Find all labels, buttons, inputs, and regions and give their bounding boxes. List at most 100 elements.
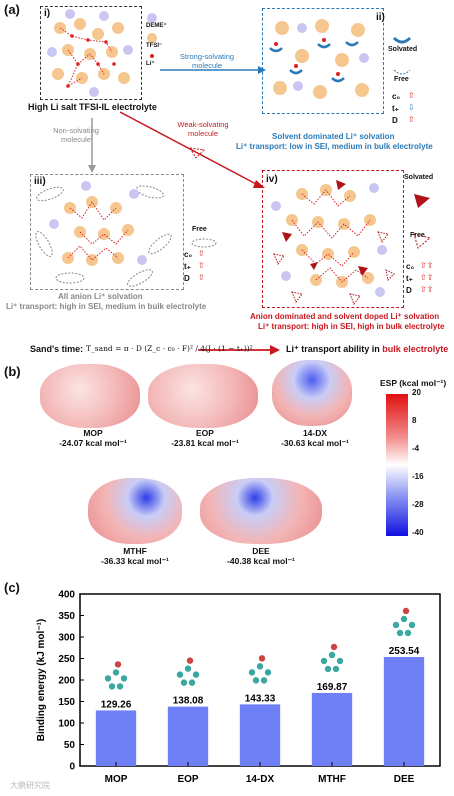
y-tick-label: 100 xyxy=(58,719,75,730)
bar-mop xyxy=(95,710,137,766)
y-tick-label: 200 xyxy=(58,676,75,687)
y-tick-label: 0 xyxy=(69,762,75,773)
box-i-illustration xyxy=(47,9,133,97)
up-arrow-icon: ⇧⇧ xyxy=(420,261,434,270)
box-ii-legend-solvated: Solvated xyxy=(388,46,418,53)
box-ii-legend-free: Free xyxy=(394,76,409,83)
box-iii-prop-d: D xyxy=(184,274,190,283)
y-tick-label: 400 xyxy=(58,590,75,601)
bar-value-label: 169.87 xyxy=(317,682,348,693)
esp-label-14dx: 14-DX -30.63 kcal mol⁻¹ xyxy=(281,428,349,448)
arrow-weak-label: Weak-solvating molecule xyxy=(177,120,229,138)
colorbar-tick: 8 xyxy=(412,416,417,425)
esp-map-mop xyxy=(40,364,140,428)
x-tick-label: 14-DX xyxy=(246,774,275,785)
box-iv-tag: iv) xyxy=(266,174,278,185)
colorbar-tick: -16 xyxy=(412,472,424,481)
colorbar-tick: -40 xyxy=(412,528,424,537)
bar-eop xyxy=(167,706,209,766)
up-arrow-icon: ⇧ xyxy=(408,115,415,124)
box-ii-title: Solvent dominated Li⁺ solvation xyxy=(272,132,395,141)
esp-label-mop: MOP -24.07 kcal mol⁻¹ xyxy=(59,428,127,448)
box-iii-free-icon xyxy=(191,238,217,248)
x-tick-label: DEE xyxy=(394,774,415,785)
colorbar-title: ESP (kcal mol⁻¹) xyxy=(380,378,447,388)
up-arrow-icon: ⇧ xyxy=(198,249,205,258)
box-ii-transport: Li⁺ transport: low in SEI, medium in bul… xyxy=(236,142,433,151)
up-arrow-icon: ⇧⇧ xyxy=(420,285,434,294)
molecule-icon-14-dx xyxy=(248,655,272,684)
binding-energy-bar-chart: 0 50 100 150 200 250 300 350 400 Binding energy (… xyxy=(36,590,441,785)
box-iii xyxy=(30,174,184,290)
y-tick-label: 250 xyxy=(58,654,75,665)
box-iv-prop-t: t₊ xyxy=(406,274,413,283)
bar-dee xyxy=(383,656,425,766)
y-tick-label: 150 xyxy=(58,697,75,708)
arrow-strong-label: Strong-solvating molecule xyxy=(179,52,235,70)
bar-value-label: 138.08 xyxy=(173,696,204,707)
esp-map-dee xyxy=(200,478,322,544)
sand-formula: T_sand = π · D (Z_c · c₀ · F)² / 4(J · (… xyxy=(86,344,253,353)
box-iv-legend-solvated: Solvated xyxy=(404,174,434,181)
up-arrow-icon: ⇧ xyxy=(198,273,205,282)
box-i-tag: i) xyxy=(44,8,51,19)
sand-result-emphasis: bulk electrolyte xyxy=(382,344,449,354)
down-arrow-icon: ⇩ xyxy=(408,103,415,112)
arrow-non-label: Non-solvating molecule xyxy=(53,126,99,144)
colorbar-tick: -4 xyxy=(412,444,420,453)
esp-map-mthf xyxy=(88,478,182,544)
legend-tfsi: TFSI⁻ xyxy=(146,43,163,49)
legend-deme: DEME⁺ xyxy=(146,23,167,29)
box-iv-prop-d: D xyxy=(406,286,412,295)
x-tick-label: EOP xyxy=(177,774,198,785)
watermark: 大鹏研究院 xyxy=(10,781,50,790)
colorbar-tick: 20 xyxy=(412,388,421,397)
box-iv-prop-c0: c₀ xyxy=(406,262,415,271)
box-iii-tag: iii) xyxy=(34,176,46,187)
y-tick-label: 300 xyxy=(58,633,75,644)
bar-value-label: 129.26 xyxy=(101,699,132,710)
esp-map-eop xyxy=(148,364,258,428)
bar-14-dx xyxy=(239,704,281,766)
sand-result: Li⁺ transport ability in bulk electrolyt… xyxy=(286,344,449,354)
bar-value-label: 253.54 xyxy=(389,646,420,657)
esp-colorbar xyxy=(386,394,408,536)
box-ii-tag: ii) xyxy=(376,12,385,23)
box-i-caption: High Li salt TFSI-IL electrolyte xyxy=(28,102,157,112)
y-tick-label: 350 xyxy=(58,611,75,622)
colorbar-tick: -28 xyxy=(412,500,424,509)
esp-label-dee: DEE -40.38 kcal mol⁻¹ xyxy=(227,546,295,566)
box-ii-illustration xyxy=(269,19,369,99)
box-iv xyxy=(262,170,404,308)
box-ii-prop-c0: c₀ xyxy=(392,92,401,101)
y-tick-label: 50 xyxy=(64,740,76,751)
box-iv-legend-free: Free xyxy=(410,232,425,239)
bar-value-label: 143.33 xyxy=(245,693,276,704)
box-iii-transport: Li⁺ transport: high in SEI, medium in bu… xyxy=(6,302,207,311)
box-iv-illustration xyxy=(271,180,395,306)
x-tick-label: MTHF xyxy=(318,774,346,785)
sand-label: Sand's time: xyxy=(30,344,84,354)
box-ii-prop-t: t₊ xyxy=(392,104,399,113)
up-arrow-icon: ⇧ xyxy=(408,91,415,100)
molecule-icon-mthf xyxy=(320,643,344,673)
bar-mthf xyxy=(311,692,353,766)
box-iv-transport: Li⁺ transport: high in SEI, high in bulk… xyxy=(258,322,445,331)
y-axis-label: Binding energy (kJ mol⁻¹) xyxy=(36,619,47,742)
colorbar-ticks: 20 8 -4 -16 -28 -40 xyxy=(412,388,442,544)
box-iii-legend-free: Free xyxy=(192,226,207,233)
box-iv-title: Anion dominated and solvent doped Li⁺ so… xyxy=(250,312,440,321)
up-arrow-icon: ⇧⇧ xyxy=(420,273,434,282)
arrows-layer xyxy=(88,66,280,355)
box-iii-illustration xyxy=(35,181,172,287)
molecule-icon-dee xyxy=(392,607,416,637)
up-arrow-icon: ⇧ xyxy=(198,261,205,270)
box-i xyxy=(40,6,142,100)
panel-c-label: (c) xyxy=(4,580,20,595)
molecule-icon-mop xyxy=(104,661,128,690)
box-i-legend-icons xyxy=(147,13,157,58)
panel-a-label: (a) xyxy=(4,2,20,17)
esp-label-mthf: MTHF -36.33 kcal mol⁻¹ xyxy=(101,546,169,566)
box-ii xyxy=(262,8,384,114)
box-ii-legend-icons xyxy=(392,36,412,75)
